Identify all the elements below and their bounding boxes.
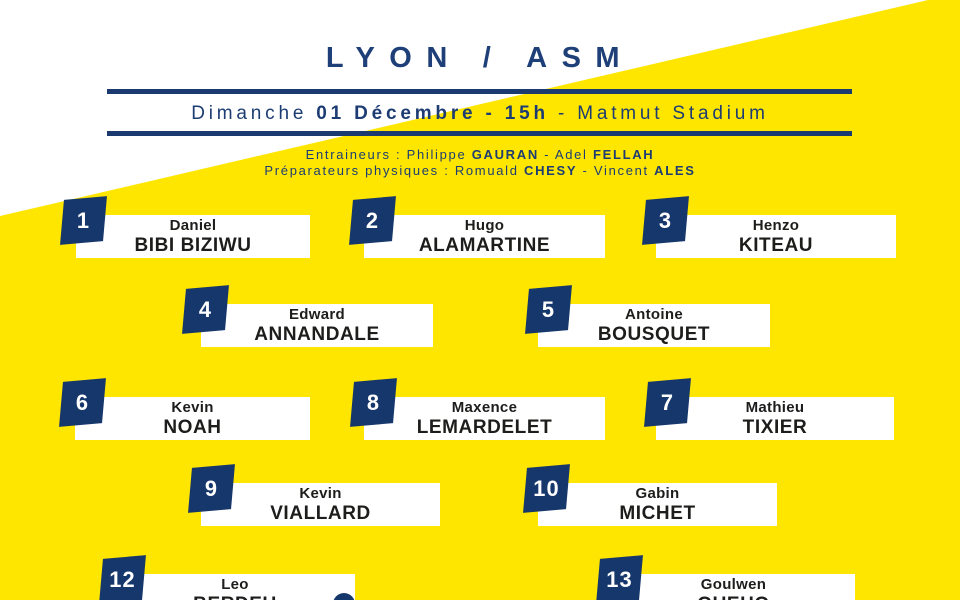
player-number: 2 — [365, 208, 380, 233]
player-number: 13 — [606, 567, 633, 592]
coach-first-name: Adel — [554, 147, 588, 162]
player-name-card: Kevin VIALLARD — [201, 483, 440, 526]
player-first-name: Edward — [289, 306, 345, 323]
player-first-name: Maxence — [451, 399, 518, 416]
coaches-line: Entraineurs : Philippe GAURAN - Adel FEL… — [0, 147, 960, 163]
player-last-name: GUEHO — [612, 594, 855, 600]
player-number-plate: 8 — [350, 378, 397, 427]
away-team-name: ASM — [526, 42, 635, 74]
player-first-name: Mathieu — [745, 399, 805, 416]
player-last-name: LEMARDELET — [416, 417, 553, 438]
player-last-name: MICHET — [619, 503, 696, 524]
physios-line: Préparateurs physiques : Romuald CHESY -… — [0, 163, 960, 179]
divider-bottom — [107, 131, 852, 136]
player-number: 12 — [109, 567, 136, 592]
clipped-badge-icon — [333, 593, 355, 600]
player-number-plate: 7 — [644, 378, 691, 427]
physio-first-name: Romuald — [454, 163, 519, 178]
player-number-plate: 2 — [349, 196, 396, 245]
dash: - — [582, 163, 589, 178]
physio-last-name: CHESY — [523, 163, 578, 178]
player-name-card: Hugo ALAMARTINE — [364, 215, 605, 258]
home-team-name: LYON — [325, 42, 462, 74]
coaches-role-label: Entraineurs — [305, 147, 391, 162]
player-number: 9 — [204, 476, 219, 501]
player-number-plate: 10 — [523, 464, 570, 513]
player-number-plate: 3 — [642, 196, 689, 245]
info-dash: - — [557, 103, 569, 124]
colon: : — [396, 147, 402, 162]
player-number-plate: 4 — [182, 285, 229, 334]
player-first-name: Henzo — [752, 217, 800, 234]
player-number: 1 — [76, 208, 91, 233]
player-name-card: Kevin NOAH — [75, 397, 310, 440]
player-last-name: ALAMARTINE — [418, 235, 551, 256]
title-separator: / — [482, 42, 506, 74]
player-last-name: VIALLARD — [270, 503, 371, 524]
match-day: Dimanche — [191, 103, 308, 124]
player-last-name: BIBI BIZIWU — [134, 235, 252, 256]
player-first-name: Gabin — [635, 485, 680, 502]
match-info-line: Dimanche 01 Décembre - 15h - Matmut Stad… — [0, 101, 960, 126]
physios-role-label: Préparateurs physiques — [264, 163, 439, 178]
player-number-plate: 1 — [60, 196, 107, 245]
player-number-plate: 13 — [596, 555, 643, 600]
coach-last-name: GAURAN — [471, 147, 539, 162]
player-number-plate: 6 — [59, 378, 106, 427]
physio-last-name: ALES — [654, 163, 696, 178]
player-number: 6 — [75, 390, 90, 415]
coach-first-name: Philippe — [406, 147, 467, 162]
divider-top — [107, 89, 852, 94]
player-first-name: Kevin — [299, 485, 342, 502]
player-number: 8 — [366, 390, 381, 415]
player-name-card: Goulwen GUEHO — [612, 574, 855, 600]
player-name-card: Edward ANNANDALE — [201, 304, 433, 347]
dash: - — [544, 147, 551, 162]
player-number: 7 — [660, 390, 675, 415]
player-first-name: Kevin — [171, 399, 214, 416]
player-number-plate: 12 — [99, 555, 146, 600]
player-name-card: Daniel BIBI BIZIWU — [76, 215, 310, 258]
player-name-card: Gabin MICHET — [538, 483, 777, 526]
colon: : — [444, 163, 450, 178]
coach-last-name: FELLAH — [592, 147, 655, 162]
player-last-name: KITEAU — [738, 235, 814, 256]
physio-first-name: Vincent — [593, 163, 649, 178]
player-number: 4 — [198, 297, 213, 322]
player-last-name: BOUSQUET — [597, 324, 711, 345]
player-last-name: ANNANDALE — [254, 324, 380, 345]
player-last-name: NOAH — [163, 417, 222, 438]
player-last-name: TIXIER — [742, 417, 808, 438]
player-name-card: Leo BERDEU — [115, 574, 355, 600]
match-time: 15h — [504, 103, 549, 124]
player-first-name: Goulwen — [700, 576, 767, 593]
player-number: 5 — [541, 297, 556, 322]
player-first-name: Daniel — [169, 217, 217, 234]
player-name-card: Mathieu TIXIER — [656, 397, 894, 440]
player-first-name: Antoine — [625, 306, 683, 323]
player-name-card: Henzo KITEAU — [656, 215, 896, 258]
match-date: 01 Décembre — [316, 103, 477, 124]
player-last-name: BERDEU — [115, 594, 355, 600]
player-number: 3 — [658, 208, 673, 233]
player-first-name: Hugo — [464, 217, 505, 234]
player-number-plate: 9 — [188, 464, 235, 513]
player-name-card: Maxence LEMARDELET — [364, 397, 605, 440]
player-first-name: Leo — [221, 576, 249, 593]
player-number-plate: 5 — [525, 285, 572, 334]
match-title: LYON / ASM — [0, 43, 960, 73]
player-name-card: Antoine BOUSQUET — [538, 304, 770, 347]
player-number: 10 — [533, 476, 560, 501]
match-venue: Matmut Stadium — [577, 103, 769, 124]
info-dash: - — [485, 103, 496, 124]
